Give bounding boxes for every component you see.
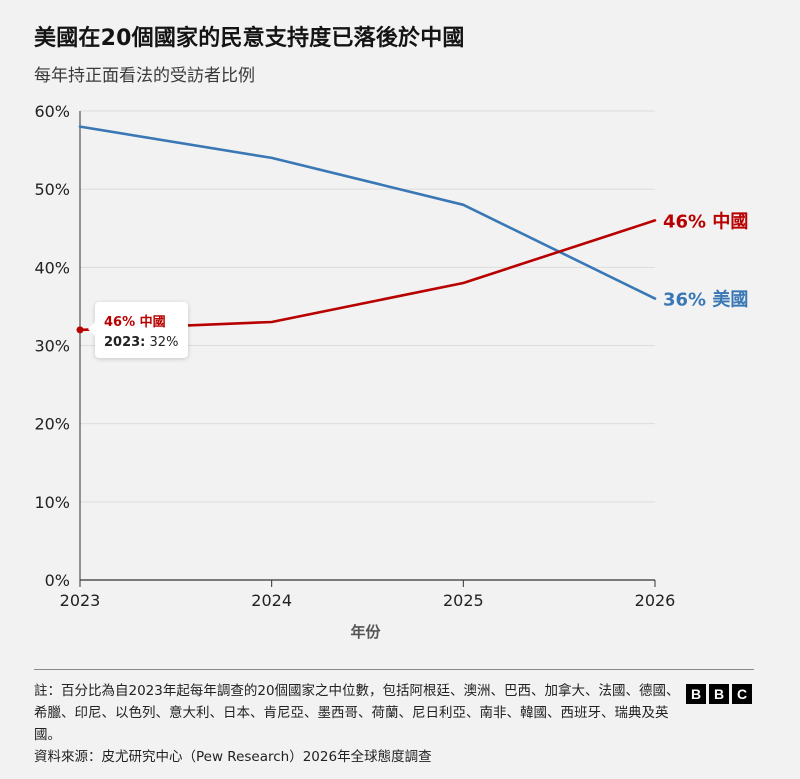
y-tick-label: 60% (34, 102, 70, 121)
tooltip-year: 2023: (104, 335, 146, 350)
y-tick-label: 40% (34, 258, 70, 277)
footer-divider (34, 669, 754, 670)
y-tick-label: 0% (45, 571, 70, 590)
bbc-logo-letter: B (686, 684, 706, 704)
footnote-source: 資料來源：皮尤研究中心（Pew Research）2026年全球態度調查 (34, 749, 432, 765)
chart-subtitle: 每年持正面看法的受訪者比例 (34, 66, 255, 86)
tooltip-pointer (88, 322, 95, 336)
y-tick-label: 20% (34, 415, 70, 434)
y-tick-label: 50% (34, 180, 70, 199)
chart-title: 美國在20個國家的民意支持度已落後於中國 (34, 26, 465, 51)
y-tick-label: 10% (34, 493, 70, 512)
footnote-note: 註：百分比為自2023年起每年調查的20個國家之中位數，包括阿根廷、澳洲、巴西、… (34, 683, 680, 743)
tooltip-series-label: 46% 中國 (104, 315, 166, 330)
x-axis-title: 年份 (350, 623, 381, 641)
footnote: 註：百分比為自2023年起每年調查的20個國家之中位數，包括阿根廷、澳洲、巴西、… (34, 680, 684, 768)
x-tick-label: 2026 (635, 591, 676, 610)
x-tick-label: 2024 (251, 591, 292, 610)
tooltip-number: 32% (149, 335, 179, 350)
bbc-logo-letter: C (732, 684, 752, 704)
bbc-logo-letter: B (709, 684, 729, 704)
tooltip-value: 2023: 32% (104, 335, 178, 350)
series-line (78, 125, 657, 300)
data-tooltip: 46% 中國 2023: 32% (88, 302, 188, 358)
bbc-logo: B B C (686, 684, 752, 704)
y-tick-label: 30% (34, 337, 70, 356)
series-end-label: 46% 中國 (663, 210, 748, 232)
x-tick-label: 2023 (60, 591, 101, 610)
x-tick-label: 2025 (443, 591, 484, 610)
hover-point-marker (76, 326, 84, 334)
series-end-label: 36% 美國 (663, 289, 748, 311)
